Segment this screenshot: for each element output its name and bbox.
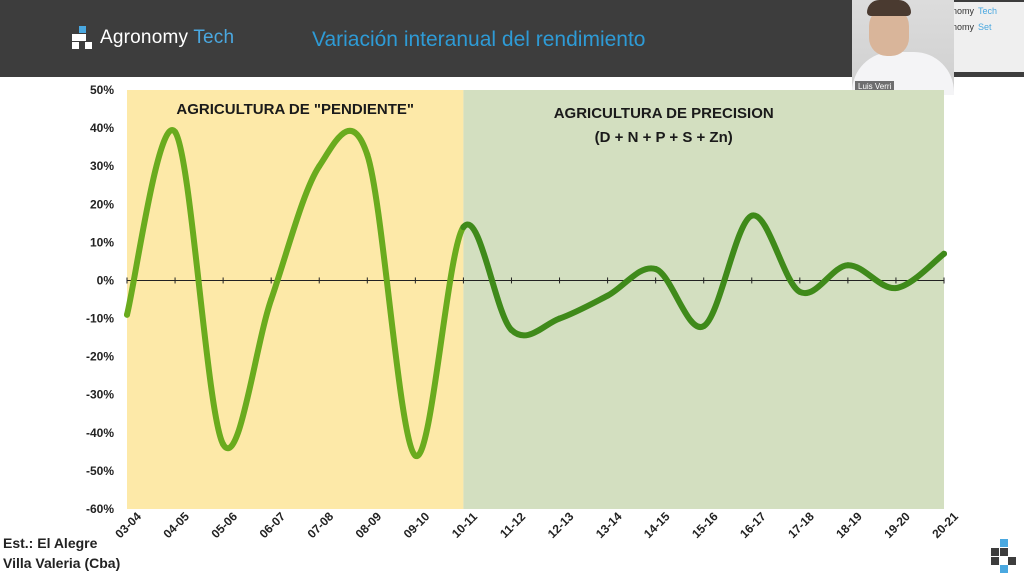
corner-logo-icon: [991, 539, 1017, 573]
data-point-16-17: [748, 212, 755, 219]
x-tick-label: 09-10: [401, 509, 433, 541]
logo-text: Agronomy: [100, 27, 189, 48]
slide-title: Variación interanual del rendimiento: [312, 28, 646, 51]
y-tick-label: -30%: [86, 388, 114, 402]
data-point-15-16: [700, 323, 707, 330]
region-pendiente-label: AGRICULTURA DE "PENDIENTE": [176, 101, 414, 118]
brand-line1-accent: Tech: [978, 6, 998, 16]
data-point-10-11: [460, 224, 467, 231]
data-point-17-18: [796, 288, 803, 295]
data-point-07-08: [316, 163, 323, 170]
y-tick-label: -10%: [86, 312, 114, 326]
webcam-name-label: Luis Verri: [855, 81, 895, 92]
x-tick-label: 04-05: [160, 509, 192, 541]
x-tick-label: 05-06: [208, 509, 240, 541]
x-tick-label: 20-21: [929, 509, 961, 541]
y-tick-label: 40%: [90, 121, 114, 135]
y-tick-label: -40%: [86, 426, 114, 440]
agronomy-tech-logo: Agronomy Tech: [72, 26, 234, 50]
data-point-04-05: [172, 128, 179, 135]
x-tick-label: 18-19: [833, 509, 865, 541]
x-tick-label: 12-13: [545, 509, 577, 541]
data-point-09-10: [412, 452, 419, 459]
x-tick-label: 16-17: [737, 509, 769, 541]
data-point-12-13: [556, 315, 563, 322]
y-tick-label: -50%: [86, 464, 114, 478]
y-tick-label: 0%: [97, 273, 115, 287]
x-tick-label: 17-18: [785, 509, 817, 541]
x-tick-label: 14-15: [641, 509, 673, 541]
x-tick-label: 10-11: [449, 509, 480, 540]
y-tick-label: -60%: [86, 502, 114, 516]
brand-line2-accent: Set: [978, 22, 992, 32]
region-precision-label: AGRICULTURA DE PRECISION: [554, 105, 774, 122]
presenter-hair: [867, 0, 911, 16]
station-line2: Villa Valeria (Cba): [3, 555, 121, 571]
data-point-03-04: [124, 311, 130, 318]
x-tick-label: 11-12: [497, 509, 528, 540]
region-precision-sublabel: (D + N + P + S + Zn): [595, 129, 733, 146]
x-tick-label: 19-20: [881, 509, 913, 541]
data-point-11-12: [508, 326, 515, 333]
y-tick-label: -20%: [86, 350, 114, 364]
x-tick-label: 08-09: [353, 509, 385, 541]
x-tick-label: 06-07: [257, 509, 289, 541]
logo-mark-icon: [72, 26, 92, 50]
y-tick-label: 20%: [90, 197, 114, 211]
data-point-08-09: [364, 151, 371, 158]
webcam-video[interactable]: Luis Verri: [852, 0, 954, 95]
x-tick-label: 07-08: [305, 509, 337, 541]
station-line1: Est.: El Alegre: [3, 535, 98, 551]
data-point-18-19: [844, 262, 851, 269]
data-point-13-14: [604, 292, 611, 299]
station-info: Est.: El Alegre Villa Valeria (Cba): [3, 533, 120, 573]
data-point-20-21: [941, 250, 947, 257]
region-precision-bg: [463, 90, 944, 509]
data-point-06-07: [268, 296, 275, 303]
y-tick-label: 30%: [90, 159, 114, 173]
data-point-14-15: [652, 266, 659, 273]
x-tick-label: 15-16: [689, 509, 721, 541]
y-tick-label: 10%: [90, 235, 114, 249]
y-tick-label: 50%: [90, 83, 114, 97]
logo-accent: Tech: [193, 27, 235, 48]
data-point-05-06: [220, 441, 227, 448]
x-tick-label: 13-14: [593, 509, 625, 541]
data-point-19-20: [892, 285, 899, 292]
